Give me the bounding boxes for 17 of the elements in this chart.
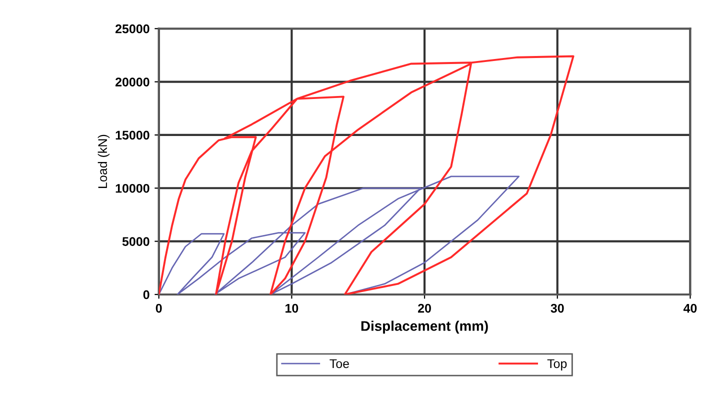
x-tick-label: 40 (683, 304, 697, 313)
x-tick-label: 30 (550, 304, 564, 313)
x-tick-label: 0 (156, 304, 162, 313)
y-axis-title: Load (kN) (98, 134, 110, 188)
line-series (158, 176, 520, 294)
y-tick-label: 15000 (116, 130, 150, 140)
y-tick-label: 5000 (122, 237, 150, 246)
x-tick-label: 10 (286, 304, 298, 313)
legend-label: Toe (330, 359, 349, 368)
y-tick-label: 10000 (116, 184, 150, 193)
legend-label: Top (547, 359, 567, 371)
y-tick-label: 0 (143, 290, 150, 300)
x-axis-title: Displacement (mm) (361, 320, 488, 334)
y-tick-label: 25000 (115, 24, 150, 34)
line-series (158, 55, 574, 294)
x-tick-label: 20 (418, 304, 431, 313)
y-tick-label: 20000 (115, 78, 150, 86)
